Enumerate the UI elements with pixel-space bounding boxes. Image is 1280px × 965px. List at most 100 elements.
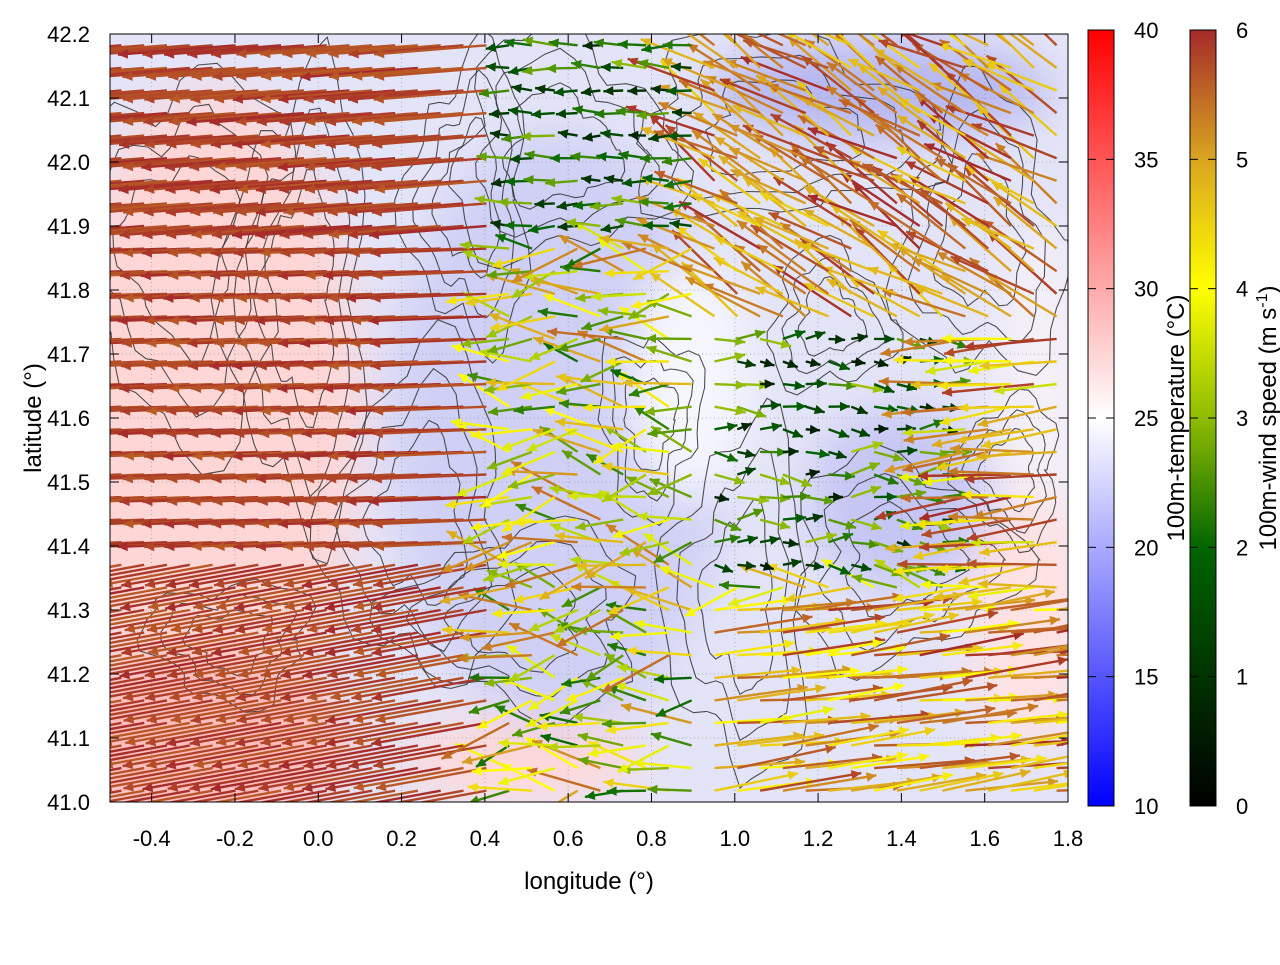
wind-arrow-shaft	[9, 181, 121, 190]
wind-arrow-head	[100, 496, 110, 506]
temperature-colorbar-label: 100m-temperature (°C)	[1163, 294, 1190, 541]
wind-arrow-head	[11, 624, 22, 633]
wind-arrow-head	[1146, 783, 1156, 793]
wind-arrow-head	[52, 316, 62, 326]
y-tick-label: 41.4	[47, 534, 90, 559]
wind-arrow-head	[52, 451, 62, 461]
wind-arrow-head	[97, 72, 107, 82]
wind-arrow-head	[100, 361, 110, 371]
y-tick-label: 41.2	[47, 662, 90, 687]
wind-arrow-shaft	[6, 497, 122, 502]
wind-arrow-head	[7, 162, 17, 172]
wind-arrow-head	[947, 0, 958, 6]
wind-arrow-head	[97, 647, 108, 656]
wind-colorbar-tick-label: 0	[1236, 794, 1248, 819]
wind-arrow-head	[9, 338, 19, 348]
wind-arrow-head	[6, 783, 17, 792]
wind-arrow-head	[781, 14, 792, 23]
wind-arrow-head	[98, 474, 108, 484]
wind-arrow-head	[9, 117, 19, 127]
wind-arrow-head	[102, 804, 113, 813]
wind-colorbar-tick-label: 1	[1236, 665, 1248, 690]
wind-arrow-head	[97, 429, 107, 439]
wind-arrow-head	[308, 804, 319, 813]
wind-arrow-head	[77, 184, 87, 194]
wind-arrow-head	[100, 248, 110, 258]
y-tick-label: 41.6	[47, 406, 90, 431]
wind-arrow-head	[32, 474, 42, 484]
wind-arrow-head	[6, 474, 16, 484]
wind-arrow-head	[32, 139, 42, 149]
wind-arrow-shaft	[6, 633, 121, 654]
wind-arrow-head	[103, 759, 114, 769]
wind-arrow-head	[5, 406, 15, 416]
wind-arrow-head	[27, 185, 37, 195]
wind-arrow-head	[702, 7, 713, 16]
wind-arrow-head	[99, 293, 109, 303]
wind-arrow-head	[102, 578, 113, 587]
wind-arrow-head	[8, 737, 19, 746]
wind-arrow-head	[31, 248, 41, 258]
y-axis-label: latitude (°)	[20, 363, 47, 473]
wind-arrow-head	[55, 71, 65, 81]
wind-arrow-head	[283, 805, 294, 814]
wind-arrow-head	[33, 782, 44, 792]
y-tick-label: 41.9	[47, 214, 90, 239]
wind-arrow-shaft	[5, 271, 122, 276]
wind-arrow-head	[6, 139, 16, 149]
x-tick-label: 1.2	[803, 826, 834, 851]
wind-arrow-shaft	[958, 407, 1034, 408]
wind-arrow-head	[858, 24, 869, 34]
wind-arrow-shaft	[943, 361, 1012, 362]
wind-arrow-head	[7, 805, 18, 814]
wind-arrow-head	[6, 72, 16, 82]
wind-colorbar-label-suffix: )	[1255, 286, 1280, 294]
x-tick-label: 1.0	[719, 826, 750, 851]
wind-arrow-head	[1150, 609, 1161, 618]
wind-arrow-head	[4, 248, 14, 258]
wind-arrow-shaft	[6, 203, 121, 212]
wind-arrow-head	[99, 117, 109, 127]
wind-arrow-head	[29, 542, 39, 552]
wind-arrow-shaft	[967, 564, 1057, 565]
wind-arrow-head	[7, 542, 17, 552]
wind-arrow-head	[1077, 622, 1087, 632]
wind-colorbar-tick-label: 5	[1236, 147, 1248, 172]
wind-arrow-shaft	[901, 497, 989, 498]
wind-arrow-head	[7, 519, 17, 529]
wind-arrow-head	[32, 293, 42, 303]
wind-arrow-head	[50, 384, 60, 394]
wind-arrow-head	[101, 271, 111, 281]
x-axis-label: longitude (°)	[524, 868, 654, 895]
wind-arrow-head	[671, 22, 682, 32]
wind-arrow-head	[99, 94, 109, 104]
wind-arrow-head	[76, 384, 86, 394]
wind-arrow-head	[5, 271, 15, 281]
wind-arrow-head	[9, 383, 19, 393]
temperature-colorbar-tick-label: 10	[1134, 794, 1158, 819]
wind-arrow-head	[52, 497, 62, 507]
wind-arrow-head	[74, 117, 84, 127]
wind-arrow-head	[74, 139, 84, 149]
wind-arrow-head	[55, 49, 65, 59]
wind-arrow-head	[100, 451, 110, 461]
wind-colorbar-label: 100m-wind speed (m s-1)	[1254, 286, 1280, 551]
wind-arrow-head	[7, 230, 17, 240]
wind-arrow-head	[98, 692, 109, 701]
y-tick-label: 41.5	[47, 470, 90, 495]
wind-arrow-head	[646, 0, 657, 2]
wind-colorbar-tick-label: 6	[1236, 18, 1248, 43]
wind-colorbar-tick-label: 3	[1236, 406, 1248, 431]
wind-arrow-head	[675, 0, 686, 3]
wind-arrow-head	[34, 804, 45, 813]
wind-arrow-head	[1071, 727, 1082, 737]
wind-arrow-head	[76, 579, 87, 588]
wind-arrow-head	[31, 94, 41, 104]
wind-arrow-head	[29, 624, 40, 633]
wind-arrow-head	[50, 519, 60, 529]
wind-arrow-head	[516, 818, 527, 827]
wind-arrow-head	[76, 692, 87, 701]
wind-arrow-head	[1148, 721, 1159, 730]
wind-arrow-head	[991, 20, 1002, 30]
